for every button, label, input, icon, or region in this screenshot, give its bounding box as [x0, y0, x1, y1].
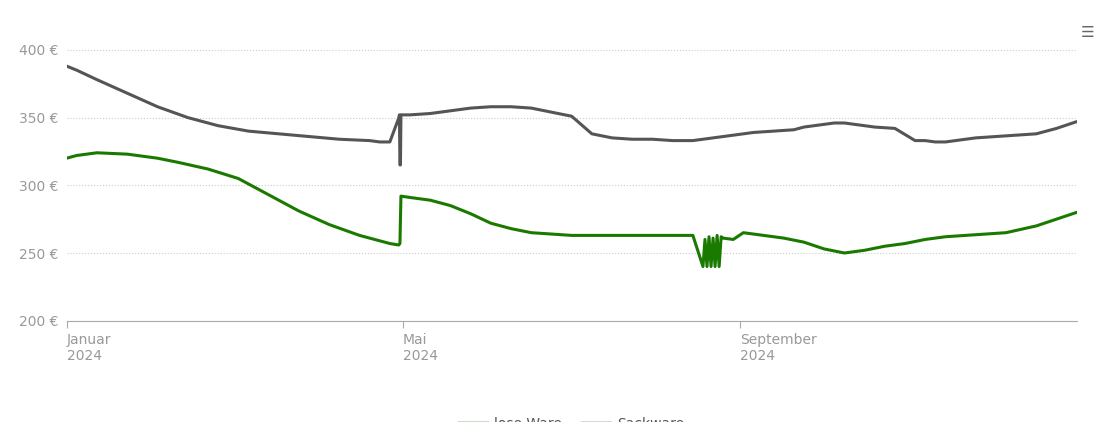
- Text: ☰: ☰: [1081, 25, 1094, 41]
- Legend: lose Ware, Sackware: lose Ware, Sackware: [454, 411, 689, 422]
